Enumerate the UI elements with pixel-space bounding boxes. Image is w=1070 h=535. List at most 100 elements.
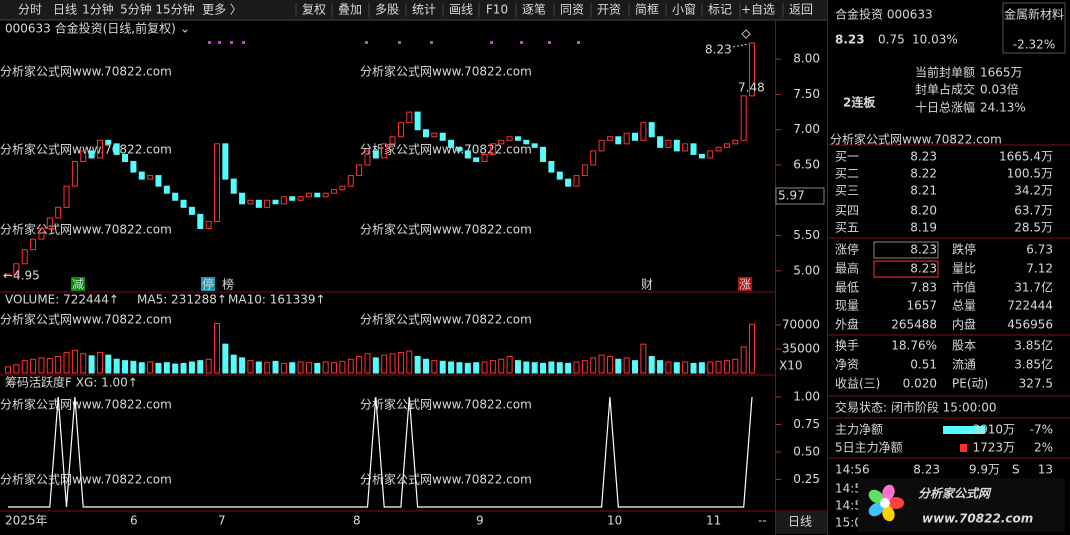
- event-marker[interactable]: 减: [72, 278, 84, 292]
- candle: [657, 136, 664, 148]
- x-tick-label: 2025年: [5, 514, 48, 528]
- toolbar-button[interactable]: 15分钟: [155, 2, 194, 17]
- candle: [138, 171, 145, 180]
- y-tick-label: 1.00: [793, 390, 820, 404]
- value-box: [873, 241, 939, 259]
- candle: [88, 150, 95, 159]
- price-change: 0.75: [878, 33, 905, 47]
- toolbar-button[interactable]: 多股: [375, 3, 399, 17]
- volume-bar: [13, 364, 20, 374]
- toolbar-button[interactable]: 分时: [18, 3, 42, 17]
- y-tick-label: 0.75: [793, 417, 820, 431]
- stat-value: 7.12: [1026, 262, 1053, 276]
- watermark: 分析家公式网www.70822.com: [0, 142, 172, 157]
- candle: [113, 143, 120, 155]
- volume-bar: [5, 366, 11, 374]
- candle: [205, 220, 212, 229]
- event-dot: [520, 41, 523, 44]
- volume-bar: [55, 356, 62, 374]
- y-tick-label: 7.50: [793, 87, 820, 101]
- candle: [356, 164, 363, 177]
- toolbar-button[interactable]: 开资: [597, 3, 621, 17]
- y-tick-label: 7.00: [793, 122, 820, 136]
- quote-label: 当前封单额: [915, 65, 975, 80]
- volume-bar: [122, 360, 129, 374]
- book-label: 买三: [835, 184, 859, 198]
- volume-bar: [715, 360, 722, 374]
- toolbar-button[interactable]: 简框: [635, 3, 659, 17]
- watermark: 分析家公式网www.70822.com: [0, 472, 172, 487]
- candle: [665, 139, 672, 148]
- candle: [230, 178, 237, 194]
- candle: [272, 199, 279, 205]
- price-change-pct: 10.03%: [912, 33, 958, 47]
- watermark: 分析家公式网www.70822.com: [360, 397, 532, 412]
- volume-bar: [138, 362, 145, 374]
- stat-label: 最低: [835, 281, 859, 295]
- watermark: 分析家公式网www.70822.com: [360, 64, 532, 79]
- volume-bar: [71, 349, 78, 374]
- candle: [305, 192, 312, 198]
- stat-value: 8.23: [910, 262, 937, 276]
- toolbar-button[interactable]: 统计: [412, 3, 436, 17]
- x-tick-label: 9: [476, 514, 484, 528]
- stat-value: 18.76%: [891, 339, 937, 353]
- toolbar-button[interactable]: F10: [486, 3, 508, 17]
- volume-bar: [623, 357, 630, 374]
- book-price: 8.19: [910, 221, 937, 235]
- toolbar-button[interactable]: 返回: [789, 3, 813, 17]
- volume-bar: [632, 360, 638, 374]
- period-button[interactable]: 日线: [788, 515, 812, 529]
- toolbar-button[interactable]: 复权: [302, 3, 326, 17]
- book-label: 买五: [835, 221, 859, 235]
- toolbar-button[interactable]: 更多 〉: [202, 3, 242, 17]
- y-tick-label: 5.50: [793, 228, 820, 242]
- stat-label: 跌停: [952, 242, 976, 257]
- toolbar-button[interactable]: 5分钟: [120, 2, 152, 17]
- sector: 金属新材料: [1004, 7, 1064, 22]
- stock-name: 合金投资 000633: [835, 7, 933, 22]
- candle: [247, 199, 254, 205]
- tick-time: 14:56: [835, 463, 870, 477]
- dropdown-icon[interactable]: ⌄: [180, 22, 190, 36]
- stat-label: PE(动): [952, 377, 988, 391]
- toolbar-button[interactable]: 1分钟: [82, 2, 114, 17]
- candle: [339, 185, 346, 191]
- toolbar-button[interactable]: 画线: [449, 3, 473, 17]
- tick-side: S: [1012, 463, 1020, 477]
- volume-bar: [665, 361, 672, 374]
- toolbar-button[interactable]: +自选: [741, 3, 775, 17]
- volume-bar: [389, 353, 396, 374]
- candle: [163, 185, 170, 194]
- toolbar-button[interactable]: 日线: [53, 3, 77, 17]
- volume-bar: [698, 362, 705, 374]
- toolbar-button[interactable]: 叠加: [338, 3, 362, 17]
- period-button-bg[interactable]: [776, 512, 827, 534]
- event-dot: [218, 41, 221, 44]
- candle: [648, 122, 655, 138]
- candle: [456, 146, 463, 152]
- toolbar-button[interactable]: 逐笔: [522, 2, 546, 17]
- volume-bar: [489, 360, 496, 374]
- volume-bar: [155, 362, 162, 374]
- event-marker[interactable]: 涨: [739, 277, 751, 292]
- event-marker[interactable]: 榜: [222, 277, 234, 292]
- candle: [180, 199, 187, 208]
- toolbar-button[interactable]: 小窗: [672, 3, 696, 17]
- low-label: ←4.95: [3, 269, 40, 283]
- candle: [581, 164, 588, 177]
- toolbar-button[interactable]: 标记: [708, 3, 732, 17]
- candle: [448, 139, 455, 148]
- stat-value: 8.23: [910, 243, 937, 257]
- watermark: 分析家公式网www.70822.com: [0, 222, 172, 237]
- watermark: 分析家公式网www.70822.com: [0, 64, 172, 79]
- volume-bar: [573, 361, 580, 374]
- event-marker[interactable]: 停: [202, 277, 214, 292]
- event-marker[interactable]: 财: [641, 278, 653, 292]
- candle: [264, 199, 271, 208]
- toolbar-button[interactable]: 同资: [560, 3, 584, 17]
- volume-legend: MA5: 231288↑: [137, 293, 227, 307]
- volume-bar: [749, 323, 756, 374]
- volume-bar: [640, 343, 647, 374]
- volume-bar: [615, 358, 622, 374]
